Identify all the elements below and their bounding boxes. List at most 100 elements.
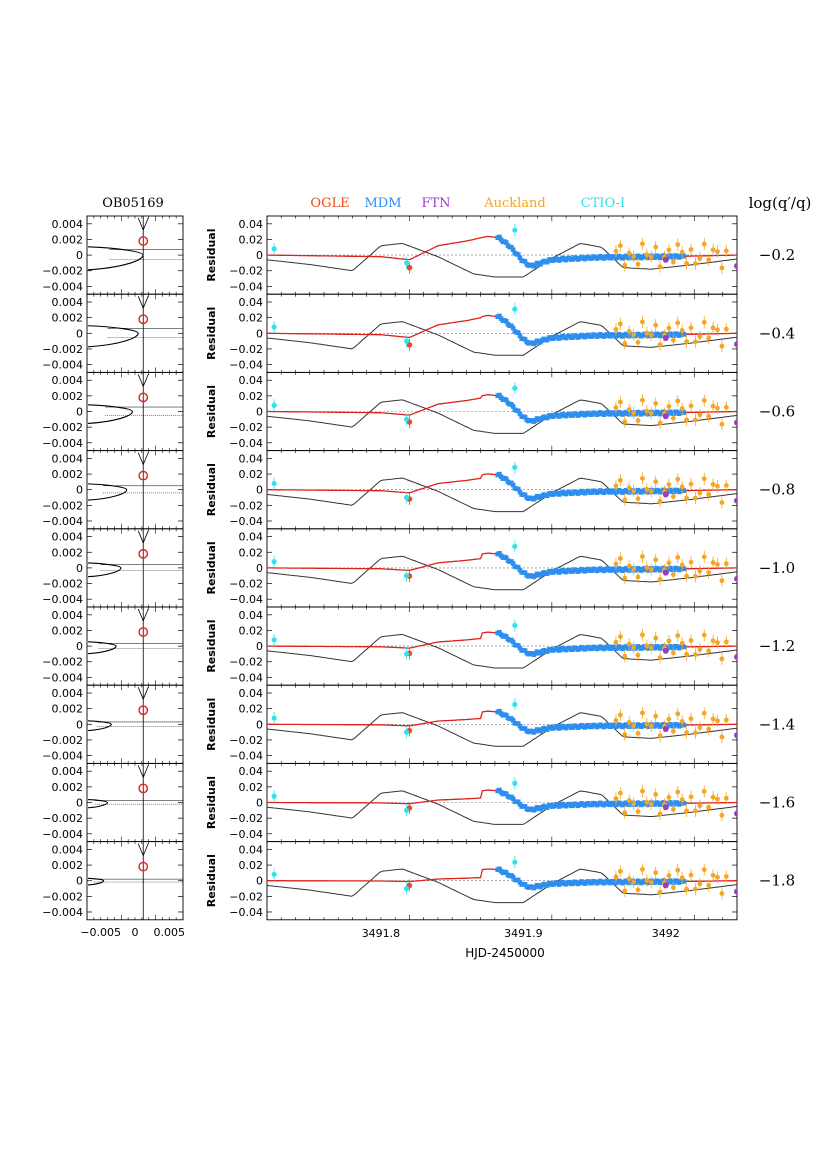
auckland-point <box>684 495 689 501</box>
auckland-point <box>635 574 641 580</box>
ctio-point <box>512 859 518 865</box>
ctio-point <box>512 227 518 233</box>
mdm-point <box>681 879 687 884</box>
mdm-point <box>522 570 528 576</box>
y-tick-label: 0.004 <box>52 218 84 231</box>
ftn-point <box>662 569 669 576</box>
y-tick-label: −0.004 <box>42 671 83 684</box>
auckland-point <box>644 799 650 805</box>
y-tick-label: −0.04 <box>229 515 263 528</box>
legend-ogle: OGLE <box>310 196 349 211</box>
y-tick-label: 0 <box>76 718 83 731</box>
source-circle <box>138 705 149 716</box>
auckland-point <box>648 723 654 729</box>
ctio-point <box>403 885 410 892</box>
auckland-point <box>670 259 676 265</box>
auckland-point <box>626 329 632 334</box>
caustic-frame <box>86 215 184 295</box>
auckland-point <box>679 797 685 803</box>
y-tick-label: −0.02 <box>229 812 263 825</box>
log-q-ratio-label: −1.4 <box>759 715 795 733</box>
source-circle <box>138 783 149 794</box>
y-axis-label: Residual <box>205 620 218 673</box>
auckland-point <box>706 804 712 810</box>
auckland-point <box>617 321 623 327</box>
auckland-point <box>653 792 659 797</box>
auckland-point <box>710 872 716 878</box>
y-tick-label: −0.04 <box>229 359 263 372</box>
auckland-point <box>710 247 716 253</box>
auckland-point <box>715 327 720 333</box>
auckland-point <box>648 254 654 260</box>
y-tick-label: 0.04 <box>239 452 264 465</box>
y-tick-label: 0 <box>256 249 263 262</box>
auckland-point <box>640 241 645 247</box>
auckland-point <box>693 573 698 579</box>
mdm-point <box>510 404 516 409</box>
ftn-point <box>662 413 669 420</box>
ftn-point <box>734 810 737 817</box>
x-axis-label: HJD-2450000 <box>465 946 545 960</box>
auckland-point <box>617 399 623 405</box>
y-tick-label: 0.004 <box>52 843 84 856</box>
auckland-point <box>715 874 720 880</box>
auckland-point <box>666 247 672 253</box>
ctio-point <box>403 494 410 501</box>
y-tick-label: 0.002 <box>52 624 84 637</box>
y-tick-label: −0.02 <box>229 578 263 591</box>
ftn-point <box>662 334 669 341</box>
y-tick-label: 0 <box>256 406 263 419</box>
auckland-point <box>670 885 676 890</box>
mdm-point <box>515 643 521 648</box>
auckland-point <box>635 730 641 736</box>
y-tick-label: 0 <box>76 327 83 340</box>
auckland-point <box>666 482 672 488</box>
source-circle <box>138 627 149 637</box>
y-tick-label: 0.02 <box>239 233 264 246</box>
mdm-point <box>497 787 502 793</box>
auckland-point <box>723 639 729 645</box>
auckland-point <box>670 650 676 656</box>
auckland-point <box>631 801 636 807</box>
caustic-curve <box>87 641 117 655</box>
auckland-point <box>622 341 628 346</box>
ctio-point <box>512 780 518 786</box>
auckland-point <box>648 332 654 338</box>
caustic-panel: 0.004 0.002 0 −0.002 −0.004 <box>42 293 184 373</box>
caustic-frame <box>86 528 184 608</box>
auckland-point <box>719 343 725 349</box>
auckland-point <box>719 500 725 505</box>
ctio-point <box>403 729 410 735</box>
auckland-point <box>653 870 659 876</box>
residual-panel: 0.04 0.02 0 −0.02 −0.04 Residual <box>205 528 738 608</box>
auckland-point <box>635 261 641 267</box>
caustic-panel: 0.004 0.002 0 −0.002 −0.004 <box>42 684 184 764</box>
y-tick-label: 0.04 <box>239 843 264 856</box>
residual-panel: 0.04 0.02 0 −0.02 −0.04 Residual <box>205 293 738 373</box>
y-tick-label: 0.02 <box>239 468 264 481</box>
auckland-point <box>626 876 632 882</box>
mdm-point <box>510 796 516 801</box>
auckland-point <box>653 244 659 250</box>
auckland-point <box>648 488 654 494</box>
auckland-point <box>679 562 685 568</box>
auckland-point <box>693 886 698 892</box>
auckland-point <box>653 557 659 563</box>
source-circle <box>138 548 149 559</box>
mdm-point <box>510 325 516 331</box>
caustic-curve <box>87 720 112 732</box>
y-tick-label: 0 <box>76 875 83 888</box>
mdm-point <box>517 411 523 417</box>
ctio-point <box>403 573 410 579</box>
ctio-point <box>512 701 518 708</box>
caustic-frame <box>86 371 184 452</box>
mdm-point <box>497 866 502 872</box>
auckland-point <box>715 249 720 255</box>
caustic-frame <box>86 606 184 686</box>
y-tick-label: 0.02 <box>239 703 264 716</box>
ftn-point <box>662 804 669 811</box>
ctio-point <box>512 385 518 391</box>
auckland-point <box>613 639 619 645</box>
y-tick-label: 0.004 <box>52 374 84 387</box>
ftn-point <box>662 256 669 263</box>
